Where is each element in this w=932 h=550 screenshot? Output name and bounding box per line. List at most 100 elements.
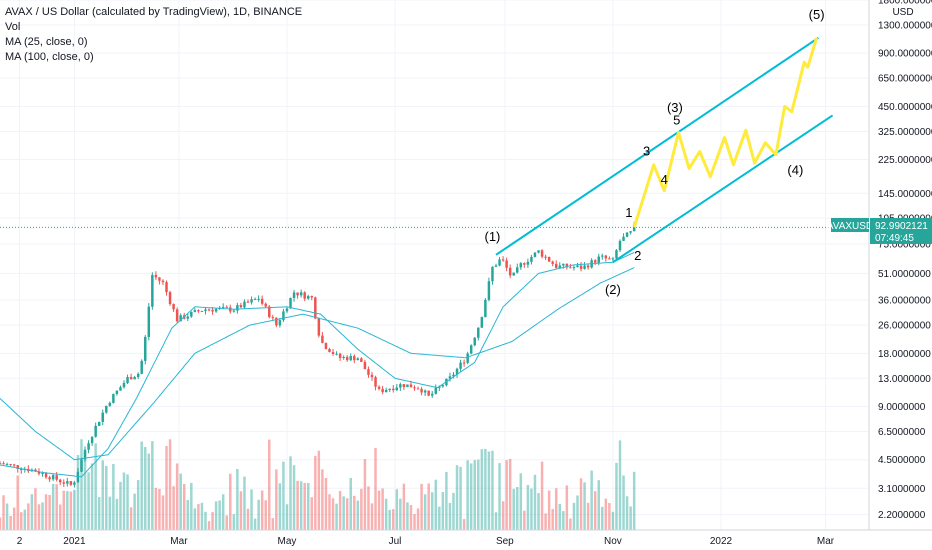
volume-bar bbox=[236, 469, 239, 530]
volume-bar bbox=[5, 503, 9, 530]
candle-body bbox=[179, 315, 182, 322]
candle-body bbox=[583, 265, 586, 269]
volume-bar bbox=[278, 483, 282, 530]
volume-bar bbox=[335, 503, 338, 530]
candle-body bbox=[392, 388, 395, 391]
volume-bar bbox=[58, 504, 62, 530]
candle-body bbox=[289, 297, 292, 309]
wave-label: 3 bbox=[643, 143, 650, 158]
volume-bar bbox=[108, 496, 112, 530]
time-scale[interactable]: 2 2021 Mar May Jul Sep Nov 2022 Mar bbox=[17, 536, 835, 547]
volume-bar bbox=[129, 507, 133, 530]
price-tick-label: 450.0000000 bbox=[878, 102, 932, 113]
candle-body bbox=[190, 311, 193, 317]
candle-body bbox=[83, 449, 87, 460]
candle-body bbox=[299, 292, 303, 296]
price-tick-label: 18.0000000 bbox=[878, 349, 931, 360]
volume-bar bbox=[51, 483, 55, 530]
ma100-legend[interactable]: MA (100, close, 0) bbox=[5, 51, 94, 63]
candle-body bbox=[501, 259, 505, 261]
volume-bar bbox=[158, 488, 161, 530]
volume-bar bbox=[76, 455, 80, 530]
candle-body bbox=[165, 282, 168, 293]
volume-bar bbox=[466, 460, 469, 530]
candle-body bbox=[593, 260, 597, 263]
channel-lower-line[interactable] bbox=[612, 114, 834, 264]
volume-bar bbox=[221, 494, 225, 530]
volume-bar bbox=[579, 478, 583, 530]
candle-body bbox=[540, 250, 544, 257]
candle-body bbox=[9, 464, 12, 466]
candle-body bbox=[413, 387, 416, 389]
volume-bar bbox=[593, 491, 597, 530]
candle-body bbox=[547, 256, 551, 262]
candle-body bbox=[90, 436, 94, 444]
volume-bar bbox=[473, 460, 476, 530]
volume-bar bbox=[572, 502, 576, 530]
volume-bar bbox=[533, 474, 537, 530]
volume-bar bbox=[590, 470, 593, 530]
price-tick-label: 650.0000000 bbox=[878, 74, 932, 85]
volume-bar bbox=[512, 488, 515, 530]
time-tick-label: May bbox=[278, 536, 297, 547]
volume-bar bbox=[115, 498, 119, 530]
time-tick-label: 2022 bbox=[710, 536, 733, 547]
volume-legend[interactable]: Vol bbox=[5, 21, 21, 33]
candle-body bbox=[97, 421, 101, 426]
projection-path[interactable] bbox=[632, 37, 819, 228]
volume-bar bbox=[87, 472, 90, 530]
ma25-legend[interactable]: MA (25, close, 0) bbox=[5, 36, 88, 48]
volume-bar bbox=[246, 508, 250, 530]
candle-body bbox=[243, 301, 246, 308]
channel-upper-line[interactable] bbox=[495, 36, 819, 256]
volume-bar bbox=[583, 482, 586, 530]
volume-bar bbox=[551, 508, 554, 530]
candle-body bbox=[402, 384, 406, 388]
volume-bar bbox=[317, 450, 321, 530]
volume-bar bbox=[445, 471, 448, 530]
candle-body bbox=[126, 376, 129, 383]
volume-bar bbox=[69, 491, 73, 530]
wave-label: (1) bbox=[485, 229, 501, 244]
volume-bar bbox=[395, 489, 399, 530]
volume-bar bbox=[438, 506, 441, 530]
volume-bar bbox=[565, 485, 569, 530]
volume-bar bbox=[448, 503, 452, 530]
candle-body bbox=[328, 348, 331, 353]
volume-bar bbox=[423, 494, 427, 530]
volume-bar bbox=[37, 504, 41, 530]
volume-bar bbox=[90, 463, 94, 530]
volume-bar bbox=[328, 494, 331, 530]
candle-body bbox=[551, 261, 554, 264]
candle-body bbox=[632, 224, 636, 232]
candle-body bbox=[569, 267, 572, 269]
candle-body bbox=[586, 265, 590, 268]
volume-bar bbox=[381, 488, 384, 530]
volume-bar bbox=[367, 486, 370, 530]
volume-bar bbox=[229, 473, 232, 530]
candle-body bbox=[370, 374, 374, 378]
candle-body bbox=[331, 352, 335, 355]
volume-bar bbox=[271, 518, 275, 530]
volume-bar bbox=[243, 476, 246, 530]
volume-bar bbox=[260, 490, 264, 530]
price-tick-label: 900.0000000 bbox=[878, 49, 932, 60]
candle-body bbox=[498, 259, 501, 266]
volume-bar bbox=[16, 475, 19, 530]
candle-body bbox=[260, 298, 264, 304]
volume-bar bbox=[342, 496, 345, 530]
volume-bar bbox=[544, 513, 547, 530]
volume-bar bbox=[282, 461, 285, 530]
candle-body bbox=[562, 263, 565, 266]
candle-body bbox=[505, 260, 508, 268]
candle-body bbox=[338, 353, 342, 358]
volume-bar bbox=[204, 511, 207, 530]
candle-body bbox=[434, 387, 438, 394]
candle-body bbox=[246, 301, 250, 303]
volume-bar bbox=[34, 488, 37, 530]
chart-title[interactable]: AVAX / US Dollar (calculated by TradingV… bbox=[5, 6, 303, 18]
volume-bar bbox=[253, 518, 257, 530]
price-scale[interactable]: 1800.0000000 1300.0000000 900.0000000 650.0… bbox=[878, 0, 932, 521]
volume-bar bbox=[133, 493, 136, 530]
